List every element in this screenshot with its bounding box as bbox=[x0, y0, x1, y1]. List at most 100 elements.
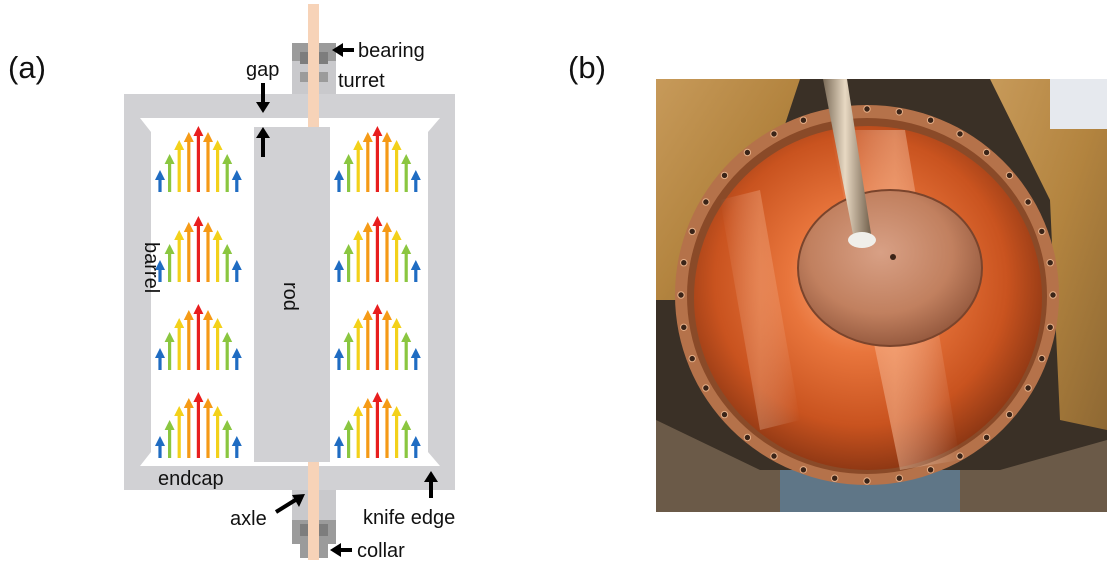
field-arrow-head bbox=[193, 216, 204, 226]
bolt-hole bbox=[1005, 410, 1014, 419]
bolt-hole bbox=[680, 259, 688, 267]
bolt-hole bbox=[680, 323, 688, 331]
field-arrow-head bbox=[212, 230, 223, 240]
field-arrow-head bbox=[203, 310, 213, 320]
field-arrow-head bbox=[231, 348, 242, 358]
field-arrow-head bbox=[401, 420, 412, 430]
electric-field-arrows bbox=[155, 126, 421, 458]
bolt-hole bbox=[956, 130, 964, 138]
bolt-hole bbox=[799, 116, 808, 124]
gap-pointer-down bbox=[256, 83, 270, 113]
right-knife-edge-bottom bbox=[428, 452, 440, 466]
field-arrow-head bbox=[212, 140, 223, 150]
wood-bench-bottom bbox=[656, 420, 1107, 512]
bolt-hole bbox=[770, 130, 778, 138]
bolt-hole bbox=[956, 452, 964, 460]
bolt-hole bbox=[688, 354, 696, 363]
field-arrow-head bbox=[222, 154, 233, 164]
wood-bench-right bbox=[990, 79, 1107, 430]
bolt-hole bbox=[926, 466, 935, 474]
field-arrow-head bbox=[193, 392, 204, 402]
field-arrow-head bbox=[410, 170, 421, 180]
bolt-hole bbox=[1038, 354, 1046, 363]
field-arrow-head bbox=[155, 348, 165, 358]
field-arrow-head bbox=[401, 244, 412, 254]
bolt-hole bbox=[688, 227, 696, 236]
field-arrow-head bbox=[334, 436, 344, 446]
field-arrow-head bbox=[334, 348, 344, 358]
field-arrow-head bbox=[401, 332, 412, 342]
label-endcap: endcap bbox=[158, 468, 224, 490]
field-arrow-head bbox=[231, 436, 242, 446]
field-arrow-head bbox=[155, 170, 165, 180]
gap-pointer-up bbox=[256, 127, 270, 157]
bolt-hole bbox=[1038, 227, 1046, 236]
left-barrel-wall bbox=[124, 118, 151, 466]
field-arrow-head bbox=[193, 304, 204, 314]
axle-pointer bbox=[274, 494, 305, 514]
field-arrow-head bbox=[164, 244, 175, 254]
field-arrow-head bbox=[231, 260, 242, 270]
right-barrel-wall bbox=[428, 118, 455, 466]
bolt-hole bbox=[770, 452, 778, 460]
field-arrow-head bbox=[222, 420, 233, 430]
field-arrow-head bbox=[174, 230, 185, 240]
field-arrow-head bbox=[183, 222, 194, 232]
bolt-hole bbox=[677, 291, 685, 299]
bolt-hole bbox=[720, 410, 729, 419]
bearing-pointer bbox=[332, 43, 354, 57]
field-arrow-head bbox=[174, 140, 185, 150]
field-arrow-head bbox=[391, 140, 402, 150]
bolt-hole bbox=[863, 477, 871, 485]
bolt-hole bbox=[831, 474, 839, 482]
cavity-cross-section bbox=[124, 4, 455, 560]
field-arrow-head bbox=[401, 154, 412, 164]
collar-pointer bbox=[330, 543, 352, 557]
field-arrow-head bbox=[212, 318, 223, 328]
field-arrow-head bbox=[155, 436, 165, 446]
field-arrow-head bbox=[164, 154, 175, 164]
bolt-hole bbox=[1024, 198, 1032, 206]
field-arrow-head bbox=[203, 132, 213, 142]
field-arrow-head bbox=[382, 398, 392, 408]
field-arrow-head bbox=[362, 398, 373, 408]
label-gap: gap bbox=[246, 59, 279, 81]
label-bearing: bearing bbox=[358, 40, 425, 62]
field-arrow-head bbox=[203, 398, 213, 408]
field-arrow-head bbox=[362, 310, 373, 320]
field-arrow-head bbox=[391, 318, 402, 328]
field-arrow-head bbox=[353, 406, 364, 416]
field-arrow-head bbox=[372, 216, 383, 226]
bolt-hole bbox=[895, 108, 903, 116]
knife-edge-pointer bbox=[424, 471, 438, 498]
bolt-hole bbox=[982, 148, 991, 157]
bolt-hole bbox=[743, 433, 752, 442]
field-arrow-head bbox=[343, 332, 354, 342]
field-arrow-head bbox=[382, 310, 392, 320]
label-collar: collar bbox=[357, 540, 405, 562]
paper-corner bbox=[1050, 79, 1107, 129]
field-arrow-head bbox=[353, 318, 364, 328]
copper-sheen-2 bbox=[720, 190, 800, 430]
field-arrow-head bbox=[353, 140, 364, 150]
field-arrow-head bbox=[212, 406, 223, 416]
rod-end-disk-rim bbox=[797, 189, 983, 347]
field-arrow-head bbox=[362, 132, 373, 142]
field-arrow-head bbox=[391, 230, 402, 240]
field-arrow-head bbox=[174, 318, 185, 328]
field-arrow-head bbox=[183, 132, 194, 142]
bolt-hole bbox=[799, 466, 808, 474]
field-arrow-head bbox=[382, 132, 392, 142]
field-arrow-head bbox=[410, 348, 421, 358]
field-arrow-head bbox=[231, 170, 242, 180]
bolt-hole bbox=[926, 116, 935, 124]
tuning-rod bbox=[254, 127, 330, 462]
field-arrow-head bbox=[391, 406, 402, 416]
right-knife-edge-top bbox=[428, 118, 440, 132]
bolt-hole bbox=[982, 433, 991, 442]
panel-label-a: (a) bbox=[8, 50, 46, 85]
flange-bolt-holes bbox=[677, 105, 1057, 485]
bolt-hole bbox=[1046, 259, 1054, 267]
field-arrow-head bbox=[343, 154, 354, 164]
